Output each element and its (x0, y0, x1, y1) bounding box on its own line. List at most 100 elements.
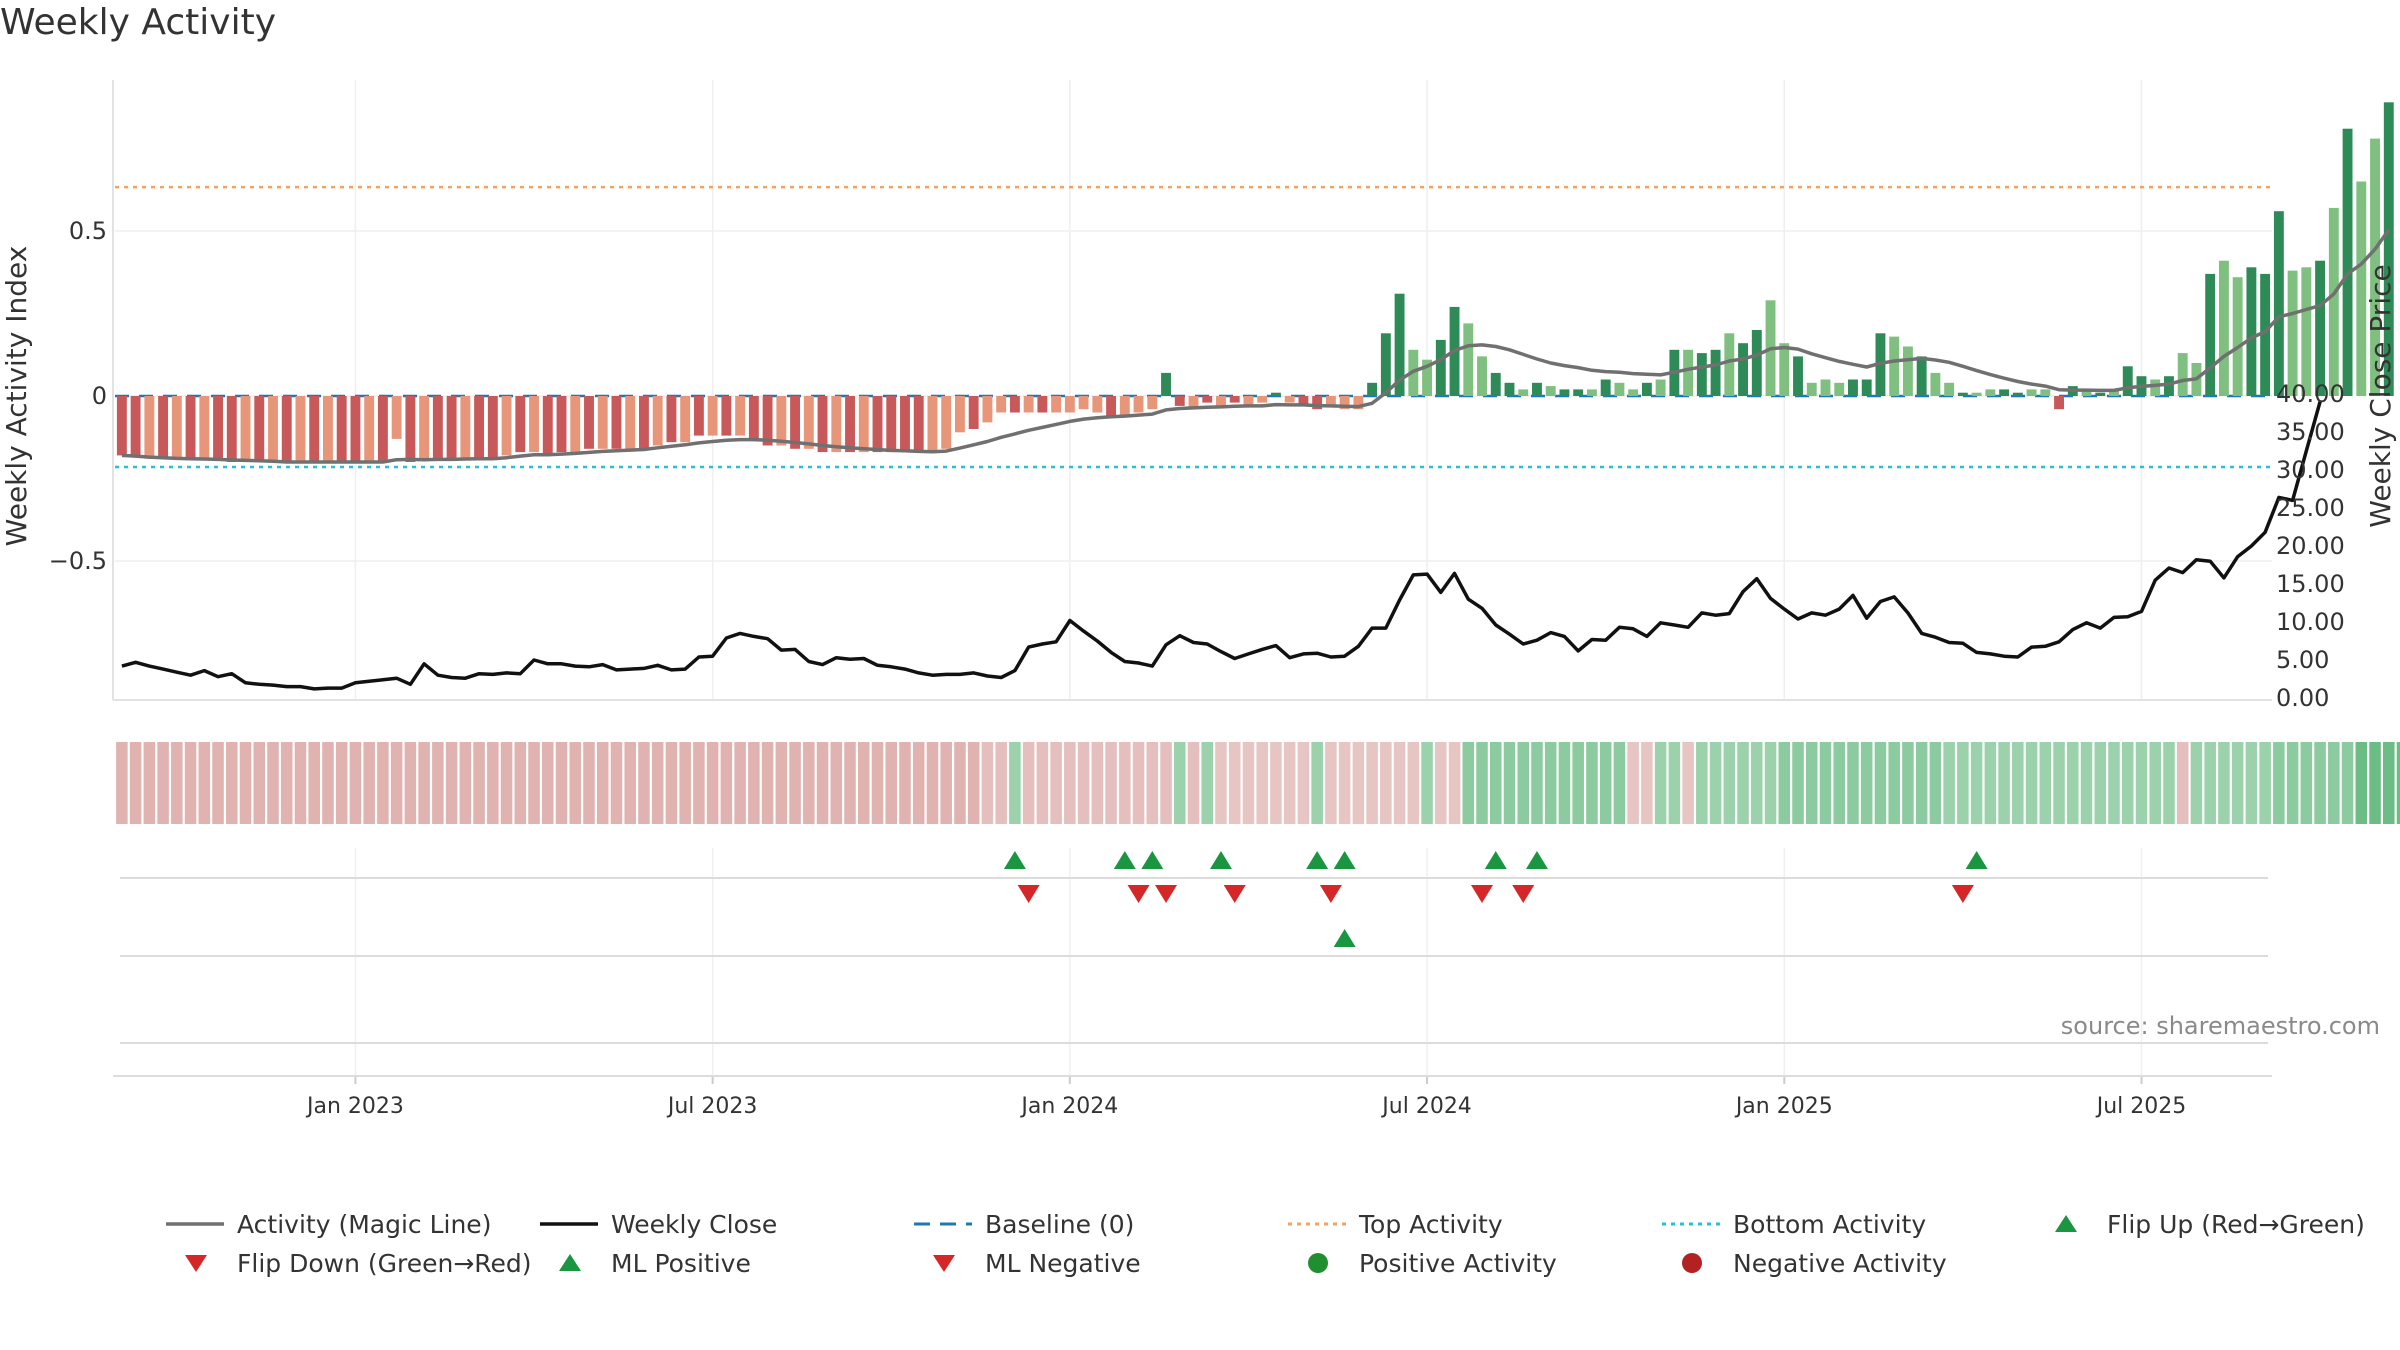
heat-cell (2204, 742, 2216, 824)
heat-cell (253, 742, 266, 824)
activity-bar (2109, 389, 2119, 396)
activity-bar (1930, 372, 1941, 396)
activity-bar (2122, 366, 2133, 396)
heat-cell (349, 742, 362, 824)
activity-bar (996, 396, 1007, 413)
flip-up-marker (1141, 851, 1164, 869)
heat-cell (2163, 742, 2175, 824)
activity-bar (364, 396, 375, 462)
heat-cell (1448, 742, 1461, 824)
activity-bar (1064, 396, 1075, 413)
activity-bar (1133, 396, 1144, 413)
activity-bar (927, 396, 938, 453)
activity-bar (941, 396, 952, 449)
activity-bar (584, 396, 594, 449)
activity-bar (1600, 379, 1611, 396)
heat-cell (1751, 742, 1763, 824)
activity-bar (158, 396, 169, 459)
activity-bar (776, 396, 787, 446)
legend-item: Bottom Activity (1662, 1210, 1926, 1239)
heat-cell (1860, 742, 1873, 824)
heat-cell (542, 742, 554, 824)
heat-cell (308, 742, 320, 824)
activity-bar (1422, 359, 1433, 396)
heat-cell (1407, 742, 1420, 824)
activity-bar (2383, 102, 2394, 397)
activity-bar (1325, 396, 1336, 406)
activity-bar (982, 396, 993, 423)
activity-bar (2370, 138, 2380, 396)
heat-cell (294, 742, 307, 824)
heat-cell (2218, 742, 2230, 824)
heat-cell (2231, 742, 2244, 824)
heat-cell (2067, 742, 2079, 824)
flip-down-marker (1155, 885, 1178, 903)
activity-bar (845, 396, 855, 453)
activity-bar (2177, 353, 2188, 396)
heat-cell (1517, 742, 1530, 824)
activity-bar (1751, 330, 1762, 396)
activity-bar (1834, 382, 1845, 396)
heat-cell (1270, 742, 1282, 824)
activity-bar (2012, 392, 2023, 396)
heat-cell (116, 742, 128, 824)
heat-cell (2259, 742, 2271, 824)
heat-cell (1668, 742, 1681, 824)
heat-cell (1160, 742, 1172, 824)
heat-cell (528, 742, 540, 824)
heat-cell (322, 742, 334, 824)
activity-bar (515, 396, 526, 453)
activity-bar (487, 396, 498, 459)
y-left-tick-label: 0 (92, 382, 107, 410)
activity-bar (350, 396, 361, 462)
heat-cell (1421, 742, 1433, 824)
activity-bar (446, 396, 457, 459)
legend-swatch-circle (1682, 1253, 1702, 1273)
activity-bar (460, 396, 471, 459)
heat-cell (967, 742, 980, 824)
y-right-tick-label: 5.00 (2276, 646, 2329, 674)
heat-cell (596, 742, 609, 824)
activity-bar (707, 396, 718, 436)
heat-cell (1805, 742, 1818, 824)
activity-bar (1312, 396, 1323, 410)
activity-bar (817, 396, 828, 453)
activity-bar (1614, 382, 1625, 396)
activity-bar (1009, 396, 1020, 413)
heat-cell (2025, 742, 2038, 824)
activity-bar (858, 396, 869, 453)
legend-label: Flip Down (Green→Red) (237, 1249, 532, 1278)
heat-cell (377, 742, 389, 824)
heat-cell (1998, 742, 2010, 824)
activity-bar (1229, 396, 1240, 403)
flip-down-marker (1223, 885, 1246, 903)
legend-swatch-up-triangle (2055, 1215, 2077, 1232)
ml-positive-marker (1333, 929, 1356, 947)
heat-cell (857, 742, 870, 824)
heat-cell (143, 742, 156, 824)
activity-bar (1284, 396, 1295, 403)
heat-cell (981, 742, 994, 824)
activity-bar (1188, 396, 1199, 410)
flip-up-marker (1113, 851, 1136, 869)
activity-bar (1724, 333, 1735, 396)
heat-cell (1613, 742, 1626, 824)
activity-bar (762, 396, 773, 446)
activity-bar (1641, 382, 1652, 396)
heat-cell (184, 742, 197, 824)
flip-up-marker (1484, 851, 1507, 869)
heat-cell (280, 742, 293, 824)
heat-cell (335, 742, 348, 824)
y-right-tick-label: 0.00 (2276, 684, 2329, 712)
heat-cell (2108, 742, 2120, 824)
heat-cell (404, 742, 417, 824)
activity-bars (116, 102, 2394, 462)
heat-cell (1792, 742, 1804, 824)
activity-bar (1793, 356, 1803, 396)
signal-markers (113, 851, 2272, 1077)
heat-cell (1325, 742, 1337, 824)
heat-cell (1352, 742, 1365, 824)
heat-cell (1915, 742, 1928, 824)
y-left-tick-label: −0.5 (49, 547, 107, 575)
activity-bar (2301, 267, 2312, 396)
